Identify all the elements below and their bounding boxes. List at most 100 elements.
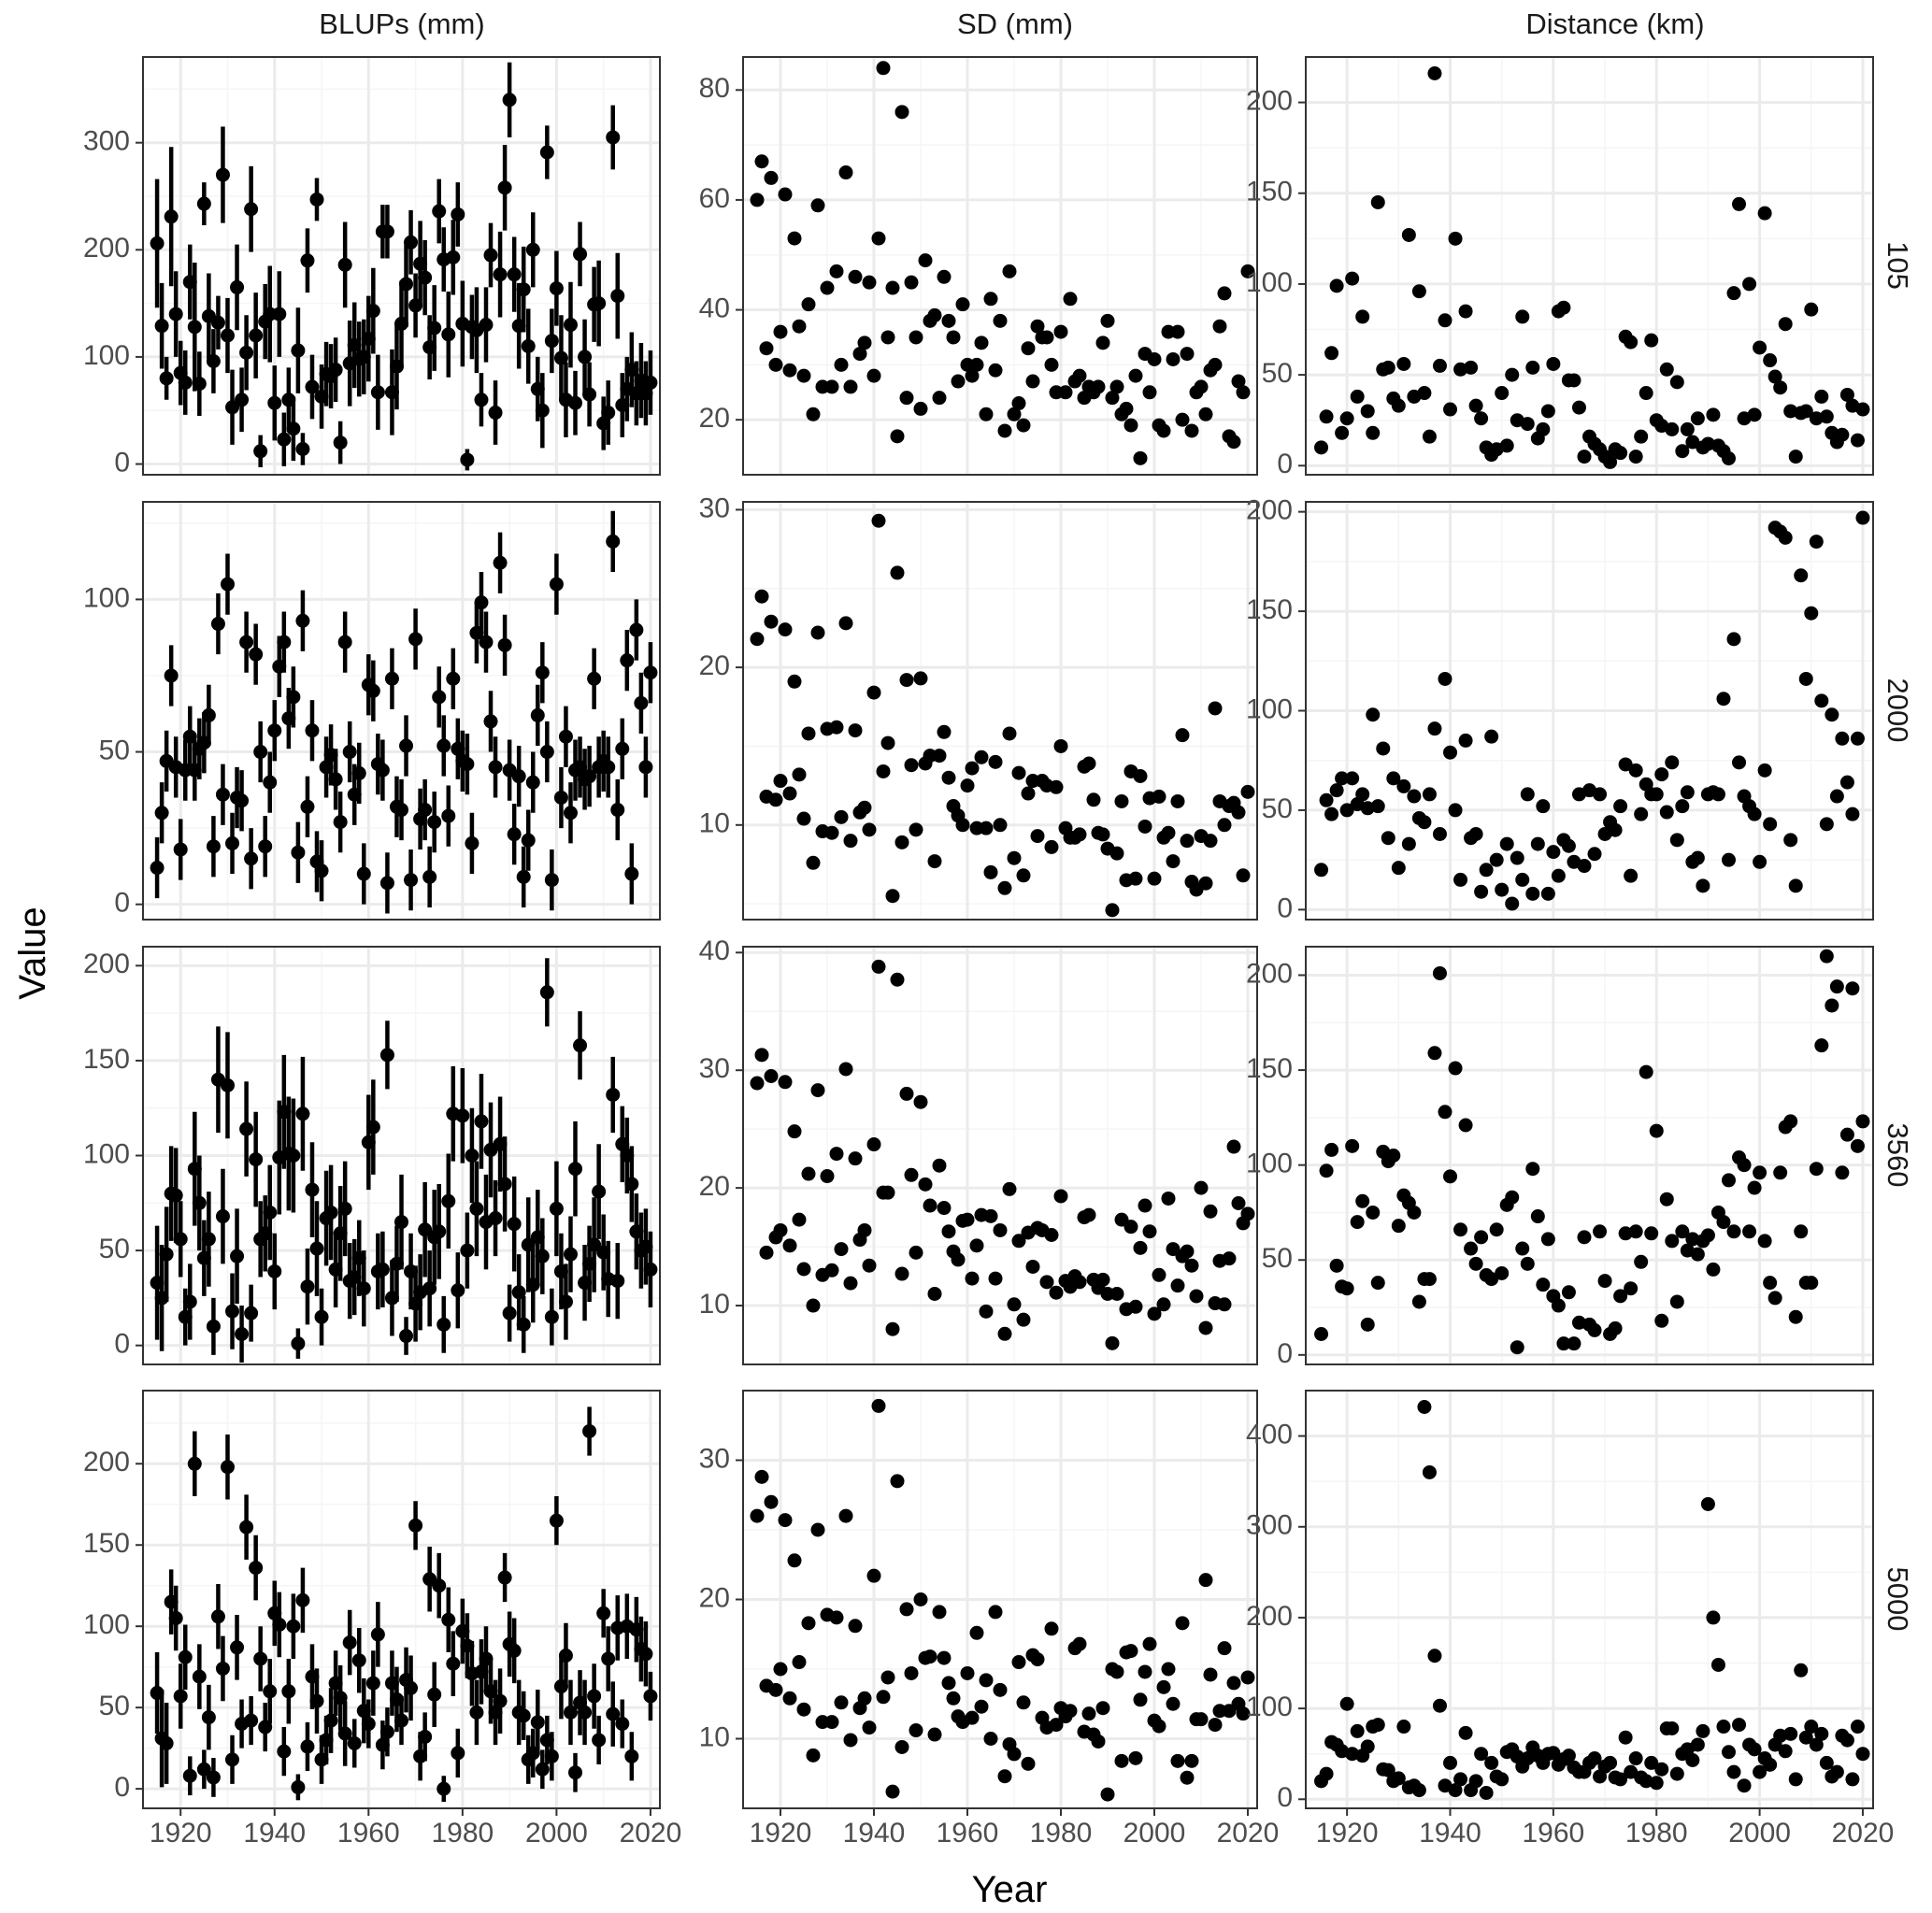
data-point (1587, 1322, 1602, 1337)
data-point (1138, 1198, 1152, 1213)
panel-blups-mm-105: 0 100 200 300 (83, 56, 661, 478)
data-point (356, 350, 371, 364)
data-point (1757, 206, 1772, 221)
data-point (563, 1705, 578, 1720)
data-point (965, 1271, 980, 1286)
data-point (1109, 1664, 1124, 1679)
data-point (291, 1779, 306, 1794)
data-point (173, 842, 188, 857)
data-point (333, 1691, 348, 1706)
data-point (1448, 803, 1463, 818)
data-point (1381, 1763, 1395, 1777)
data-point (1240, 784, 1255, 799)
data-point (351, 765, 366, 780)
data-point (446, 671, 461, 686)
data-point (333, 815, 348, 830)
data-point (1613, 1289, 1628, 1304)
data-point (192, 377, 207, 392)
y-tick-label: 60 (699, 183, 730, 214)
x-tick-label: 1920 (150, 1818, 212, 1849)
data-point (824, 1263, 839, 1278)
data-point (1007, 1747, 1022, 1762)
data-point (1002, 264, 1017, 278)
data-point (894, 1266, 909, 1281)
data-point (773, 774, 788, 789)
data-point (1422, 429, 1437, 444)
data-point (1345, 771, 1360, 786)
x-tick-label: 2020 (620, 1818, 682, 1849)
data-point (375, 1737, 390, 1752)
data-point (389, 1692, 404, 1706)
data-point (549, 1513, 564, 1528)
data-point (1194, 379, 1209, 394)
data-point (1649, 1123, 1664, 1138)
data-point (1081, 756, 1096, 771)
data-point (286, 1149, 301, 1163)
data-point (1794, 1663, 1809, 1677)
data-point (1530, 1209, 1545, 1224)
data-point (1855, 402, 1870, 417)
data-point (1453, 1222, 1468, 1237)
data-point (1396, 778, 1411, 793)
data-point (880, 330, 895, 345)
data-point (932, 749, 947, 764)
data-point (1700, 1496, 1715, 1511)
data-point (379, 1048, 394, 1063)
y-tick-label: 10 (699, 1721, 730, 1752)
data-point (1495, 386, 1510, 401)
data-point (474, 595, 489, 610)
y-tick-label: 100 (83, 1609, 130, 1640)
data-point (1706, 407, 1721, 422)
data-point (965, 1710, 980, 1725)
data-point (539, 985, 554, 1000)
data-point (399, 1329, 414, 1344)
data-point (890, 1474, 905, 1489)
data-point (857, 1222, 872, 1237)
data-point (582, 1423, 597, 1438)
data-point (606, 130, 621, 145)
data-point (1417, 1399, 1432, 1414)
data-point (1525, 360, 1540, 375)
data-point (1175, 728, 1190, 743)
x-tick-label: 1960 (337, 1818, 400, 1849)
data-point (1401, 227, 1416, 242)
data-point (384, 1676, 399, 1691)
data-point (493, 555, 508, 570)
y-tick-label: 40 (699, 293, 730, 323)
data-point (1763, 353, 1778, 368)
data-point (220, 1460, 235, 1475)
data-point (328, 363, 343, 378)
data-point (1002, 726, 1017, 741)
data-point (1624, 1764, 1639, 1779)
data-point (1170, 1753, 1185, 1768)
data-point (1203, 834, 1218, 849)
data-point (150, 236, 165, 250)
data-point (206, 354, 221, 369)
data-point (1499, 836, 1514, 851)
y-tick-label: 100 (1246, 1149, 1293, 1179)
data-point (314, 1752, 329, 1767)
data-point (422, 1281, 437, 1296)
x-tick-label: 2020 (1217, 1818, 1280, 1849)
data-point (394, 316, 408, 331)
data-point (1458, 733, 1473, 748)
data-point (1546, 356, 1561, 371)
data-point (404, 873, 419, 888)
data-point (979, 407, 994, 421)
data-point (1685, 1752, 1700, 1767)
data-point (1072, 368, 1087, 383)
data-point (592, 1184, 607, 1199)
data-point (1105, 903, 1120, 918)
data-point (768, 357, 783, 372)
data-point (1360, 1739, 1375, 1754)
data-point (150, 1686, 165, 1701)
data-point (876, 764, 891, 778)
data-point (511, 1285, 526, 1300)
data-point (267, 1606, 282, 1620)
data-point (1850, 1138, 1865, 1153)
data-point (544, 334, 559, 349)
data-point (1432, 826, 1447, 841)
data-point (764, 614, 779, 629)
data-point (328, 1262, 343, 1277)
data-point (323, 748, 338, 763)
